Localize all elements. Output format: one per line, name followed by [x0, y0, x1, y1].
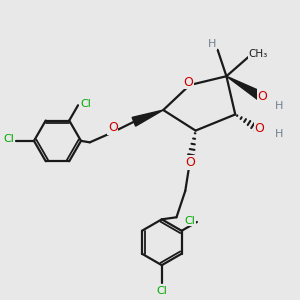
Text: Cl: Cl: [184, 215, 195, 226]
Text: H: H: [274, 129, 283, 140]
Text: Cl: Cl: [80, 99, 91, 109]
Text: H: H: [274, 100, 283, 111]
Text: O: O: [255, 122, 265, 135]
Text: O: O: [183, 76, 193, 88]
Text: H: H: [208, 39, 217, 49]
Text: Cl: Cl: [156, 286, 167, 296]
Text: O: O: [186, 156, 196, 169]
Text: O: O: [258, 90, 268, 103]
Polygon shape: [132, 110, 163, 126]
Text: CH₃: CH₃: [248, 49, 268, 59]
Text: Cl: Cl: [4, 134, 14, 144]
Polygon shape: [226, 76, 264, 101]
Text: O: O: [108, 122, 118, 134]
